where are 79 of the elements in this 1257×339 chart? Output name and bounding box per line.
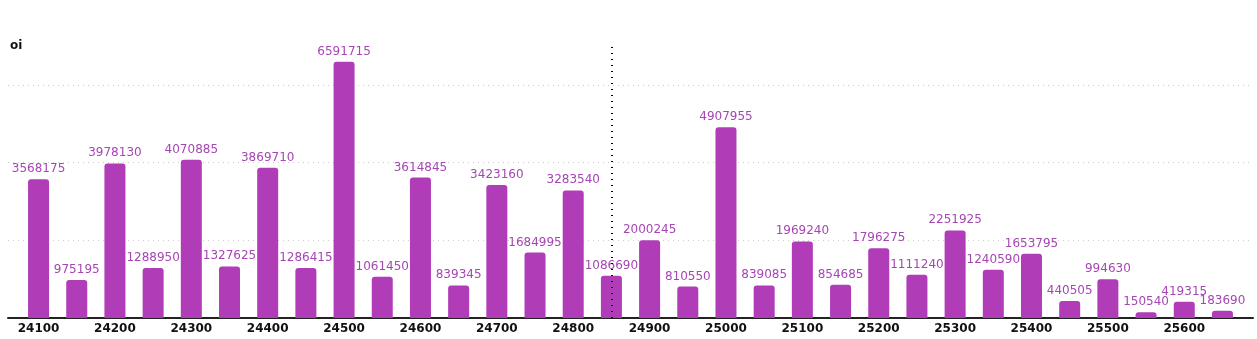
data-label: 1653795 bbox=[1004, 235, 1059, 250]
bar bbox=[409, 177, 431, 318]
data-label: 1327625 bbox=[202, 248, 257, 263]
bar bbox=[486, 184, 508, 318]
x-tick-label: 25100 bbox=[781, 321, 824, 335]
data-label: 1286415 bbox=[279, 250, 333, 265]
data-label: 975195 bbox=[53, 262, 100, 277]
bar bbox=[791, 241, 813, 318]
data-label: 1086690 bbox=[584, 257, 639, 272]
y-axis-title: oi bbox=[10, 38, 23, 52]
bar bbox=[28, 179, 50, 318]
data-label: 839345 bbox=[435, 267, 482, 282]
data-label: 1796275 bbox=[852, 230, 906, 245]
data-label: 150540 bbox=[1123, 294, 1169, 309]
x-tick-label: 25300 bbox=[934, 321, 976, 335]
bar bbox=[830, 284, 852, 318]
bar bbox=[219, 266, 240, 318]
bar bbox=[1059, 300, 1081, 318]
bar bbox=[295, 268, 317, 318]
data-label: 1240590 bbox=[966, 251, 1021, 266]
x-tick-label: 25200 bbox=[857, 321, 900, 335]
bar bbox=[180, 159, 202, 318]
bar bbox=[600, 275, 622, 318]
x-tick-label: 24800 bbox=[552, 321, 595, 335]
data-label: 3568175 bbox=[11, 161, 66, 176]
x-tick-label: 24900 bbox=[628, 321, 671, 335]
x-tick-label: 24500 bbox=[323, 321, 365, 335]
x-tick-label: 25400 bbox=[1010, 321, 1053, 335]
bar bbox=[944, 230, 966, 318]
data-label: 3614845 bbox=[393, 159, 448, 174]
bar bbox=[982, 269, 1004, 318]
bar bbox=[753, 285, 775, 318]
data-label: 1684995 bbox=[508, 234, 562, 249]
x-tick-label: 24300 bbox=[170, 321, 213, 335]
data-label: 1969240 bbox=[775, 223, 830, 238]
bar bbox=[562, 190, 584, 318]
x-tick-label: 24700 bbox=[475, 321, 518, 335]
bar bbox=[104, 163, 126, 318]
bar bbox=[1173, 301, 1195, 318]
x-tick-label: 24200 bbox=[94, 321, 136, 335]
data-label: 839085 bbox=[741, 267, 788, 282]
bar bbox=[524, 252, 546, 318]
data-label: 1061450 bbox=[355, 258, 409, 273]
bar bbox=[1135, 312, 1157, 318]
bar bbox=[868, 248, 890, 318]
bar bbox=[715, 127, 737, 318]
data-label: 6591715 bbox=[317, 43, 371, 58]
x-tick-label: 24100 bbox=[17, 321, 60, 335]
data-label: 440505 bbox=[1046, 282, 1093, 297]
bar bbox=[677, 286, 699, 318]
data-label: 3423160 bbox=[470, 166, 524, 181]
data-label: 4907955 bbox=[699, 109, 753, 124]
data-label: 3283540 bbox=[546, 172, 600, 187]
bar bbox=[639, 240, 661, 318]
bar bbox=[1021, 253, 1042, 318]
data-label: 810550 bbox=[664, 268, 711, 283]
x-tick-label: 25500 bbox=[1087, 321, 1129, 335]
x-tick-label: 24400 bbox=[246, 321, 289, 335]
data-label: 4070885 bbox=[164, 141, 219, 156]
data-label: 2251925 bbox=[928, 212, 982, 227]
x-tick-label: 25600 bbox=[1163, 321, 1206, 335]
data-label: 2000245 bbox=[622, 222, 677, 237]
bar bbox=[448, 285, 470, 318]
data-label: 1288950 bbox=[126, 249, 180, 264]
data-label: 3869710 bbox=[240, 149, 295, 164]
bar bbox=[1097, 279, 1119, 318]
bar bbox=[906, 274, 928, 318]
data-label: 854685 bbox=[817, 266, 864, 281]
bar bbox=[333, 61, 355, 318]
bar bbox=[371, 276, 393, 318]
data-label: 1111240 bbox=[890, 256, 944, 271]
data-label: 994630 bbox=[1084, 261, 1131, 276]
bar bbox=[1211, 310, 1233, 318]
x-tick-label: 25000 bbox=[705, 321, 747, 335]
bar bbox=[257, 167, 279, 318]
bar bbox=[66, 280, 88, 318]
bar bbox=[142, 267, 164, 318]
data-label: 3978130 bbox=[88, 145, 142, 160]
x-tick-label: 24600 bbox=[399, 321, 442, 335]
